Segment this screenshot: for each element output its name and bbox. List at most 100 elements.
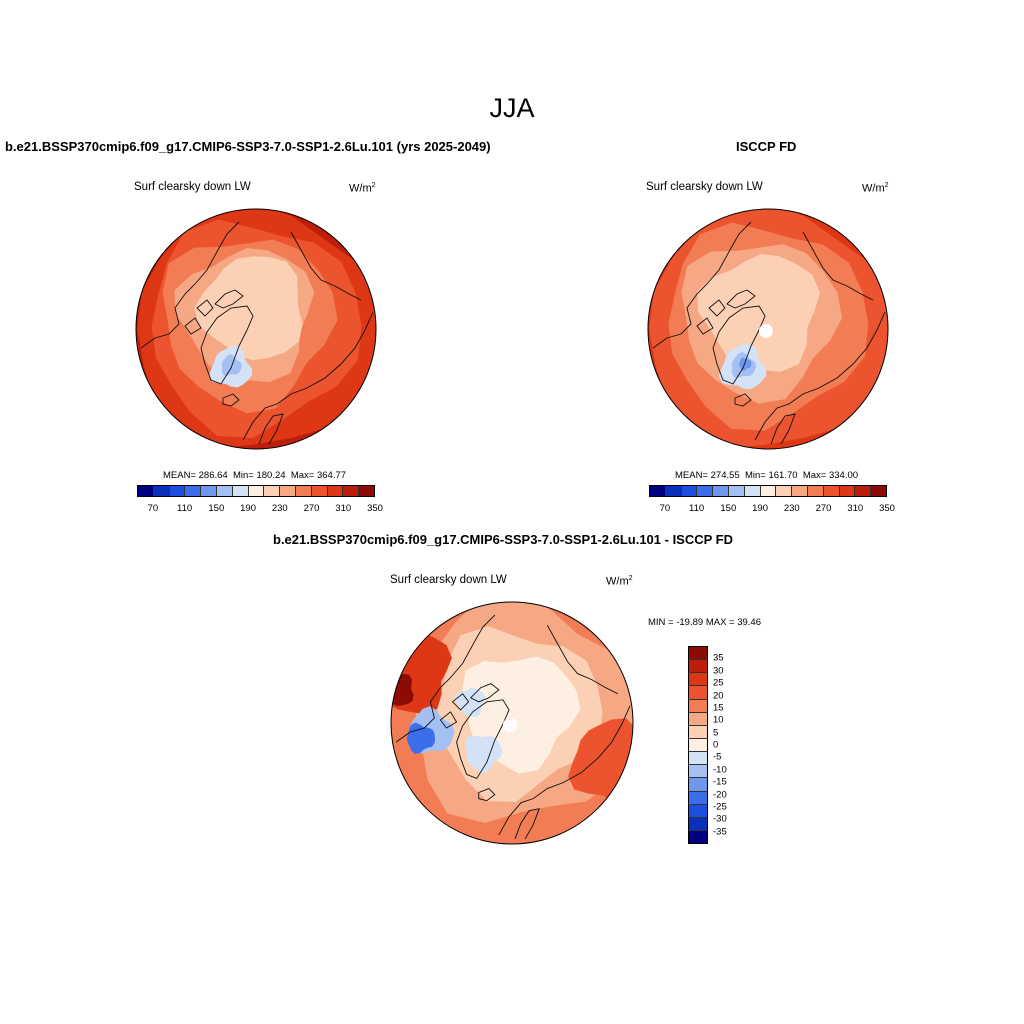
diff-tick-label: -35 xyxy=(713,826,727,838)
model-max-value: 364.77 xyxy=(316,470,347,481)
pole-hole xyxy=(759,324,773,338)
contour-region xyxy=(739,357,752,371)
diff-colorbar-swatch xyxy=(689,699,707,713)
diff-colorbar-swatch xyxy=(689,752,707,766)
model-colorbar-swatch xyxy=(138,486,154,496)
model-colorbar-swatch xyxy=(280,486,296,496)
model-colorbar-swatch xyxy=(232,486,249,496)
obs-units-label: W/m2 xyxy=(862,182,889,195)
contour-region xyxy=(391,673,414,707)
obs-colorbar-swatch xyxy=(839,486,856,496)
canada-islands-coastline xyxy=(184,289,244,335)
contour-region xyxy=(391,631,452,715)
model-panel-title: b.e21.BSSP370cmip6.f09_g17.CMIP6-SSP3-7.… xyxy=(5,139,491,154)
greenland-coastline xyxy=(200,305,254,385)
obs-colorbar-swatch xyxy=(744,486,761,496)
obs-colorbar-swatch xyxy=(823,486,840,496)
diff-tick-label: -5 xyxy=(713,751,722,763)
obs-tick-label: 150 xyxy=(720,503,737,514)
obs-tick-label: 350 xyxy=(879,503,895,514)
contour-region xyxy=(454,688,486,718)
obs-colorbar-swatch xyxy=(807,486,824,496)
diff-tick-label: 20 xyxy=(713,690,724,701)
model-tick-label: 70 xyxy=(147,503,159,514)
obs-mean-value: 274.55 xyxy=(710,470,740,481)
model-variable-label: Surf clearsky down LW xyxy=(134,181,251,193)
obs-colorbar-swatch xyxy=(713,486,729,496)
obs-stats: MEAN= 274.55 Min= 161.70 Max= 334.00 xyxy=(675,470,859,481)
obs-tick-label: 270 xyxy=(815,503,832,514)
obs-panel-title: ISCCP FD xyxy=(736,139,797,154)
canada-islands-coastline xyxy=(439,683,500,729)
model-tick-label: 110 xyxy=(177,503,193,514)
diff-units-label: W/m2 xyxy=(606,575,633,588)
obs-colorbar-swatch xyxy=(760,486,777,496)
obs-colorbar-ticks: 70 110 150 190 230 270 310 350 xyxy=(649,503,895,515)
obs-tick-label: 110 xyxy=(689,503,705,514)
siberia-coastline xyxy=(802,231,874,301)
model-colorbar-swatch xyxy=(343,486,360,496)
model-tick-label: 270 xyxy=(303,503,320,514)
diff-tick-label: -30 xyxy=(713,813,727,825)
obs-colorbar-swatch xyxy=(792,486,808,496)
north-america-coastline xyxy=(140,221,240,349)
diff-tick-label: 35 xyxy=(713,652,724,664)
obs-tick-label: 70 xyxy=(659,503,671,514)
obs-tick-label: 230 xyxy=(783,503,800,514)
diff-polar-map xyxy=(390,601,634,845)
obs-colorbar-swatch xyxy=(665,486,682,496)
canada-islands-coastline xyxy=(696,289,756,335)
obs-min-value: 161.70 xyxy=(768,470,798,481)
model-colorbar-swatch xyxy=(264,486,281,496)
obs-polar-map xyxy=(647,208,889,450)
model-colorbar-swatch xyxy=(327,486,344,496)
diff-colorbar-swatch xyxy=(689,778,707,792)
model-tick-label: 350 xyxy=(367,503,383,514)
diff-tick-label: 15 xyxy=(713,702,724,714)
contour-region xyxy=(697,254,821,372)
diff-colorbar-swatch xyxy=(689,817,707,831)
diff-tick-label: -15 xyxy=(713,776,727,788)
model-polar-map xyxy=(135,208,377,450)
eurasia-coastline xyxy=(242,311,374,441)
eurasia-coastline xyxy=(498,705,631,836)
obs-variable-label: Surf clearsky down LW xyxy=(646,181,763,193)
model-colorbar-ticks: 70 110 150 190 230 270 310 350 xyxy=(137,503,383,515)
model-colorbar-swatch xyxy=(216,486,233,496)
obs-tick-label: 190 xyxy=(752,503,768,514)
model-colorbar-swatch xyxy=(185,486,202,496)
diff-colorbar-swatch xyxy=(689,712,707,726)
greenland-coastline xyxy=(712,305,766,385)
diff-tick-label: -25 xyxy=(713,801,727,813)
diff-colorbar-swatch xyxy=(689,673,707,687)
eurasia-coastline xyxy=(754,311,886,441)
contour-region xyxy=(406,722,435,755)
obs-colorbar-swatch xyxy=(776,486,793,496)
siberia-coastline xyxy=(290,231,362,301)
pole-hole xyxy=(502,717,518,733)
diff-minmax: MIN = -19.89 MAX = 39.46 xyxy=(648,617,762,628)
model-colorbar-swatch xyxy=(311,486,328,496)
diff-tick-label: 30 xyxy=(713,665,724,677)
diff-colorbar xyxy=(688,646,708,844)
obs-colorbar-swatch xyxy=(871,486,886,496)
diff-colorbar-swatch xyxy=(689,791,707,805)
obs-colorbar-swatch xyxy=(650,486,666,496)
diff-variable-label: Surf clearsky down LW xyxy=(390,574,507,586)
north-america-coastline xyxy=(395,614,496,743)
obs-colorbar-swatch xyxy=(728,486,745,496)
iceland-coastline xyxy=(478,788,496,802)
diff-colorbar-swatch xyxy=(689,830,707,844)
iceland-coastline xyxy=(734,393,752,407)
diff-colorbar-swatch xyxy=(689,765,707,779)
diff-tick-label: 25 xyxy=(713,677,724,689)
diff-colorbar-swatch xyxy=(689,725,707,739)
map-boundary xyxy=(135,208,377,450)
obs-colorbar-swatch xyxy=(855,486,872,496)
diff-colorbar-swatch xyxy=(689,686,707,700)
obs-colorbar-swatch xyxy=(681,486,698,496)
diff-tick-label: 5 xyxy=(713,727,719,739)
greenland-coastline xyxy=(456,699,510,780)
model-min-value: 180.24 xyxy=(256,470,286,481)
obs-tick-label: 310 xyxy=(847,503,864,514)
